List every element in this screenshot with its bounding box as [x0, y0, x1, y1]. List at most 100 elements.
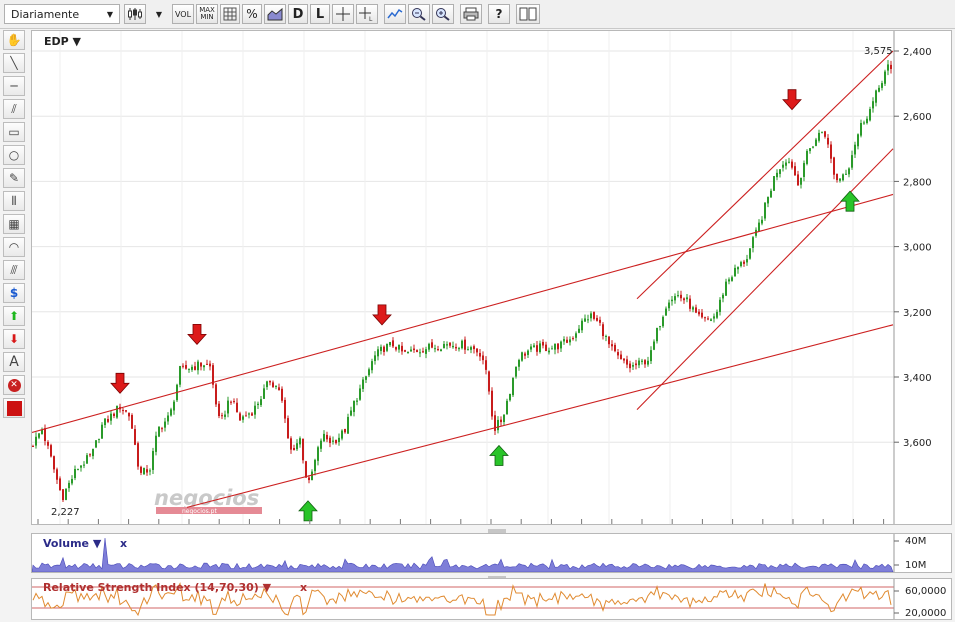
candle-body — [785, 162, 787, 166]
delete-icon[interactable]: ✕ — [3, 375, 25, 395]
trendline[interactable] — [636, 148, 894, 410]
candle-body — [386, 343, 388, 351]
parallel-lines-icon[interactable]: ⫽ — [3, 99, 25, 119]
trendline[interactable] — [186, 324, 894, 508]
toolbar: Diariamente ▼ ▼ VOL MAX MIN % D L L ? — [0, 0, 955, 29]
candle-body — [575, 333, 577, 338]
candle-body — [86, 455, 88, 464]
candle-body — [704, 317, 706, 319]
help-icon[interactable]: ? — [488, 4, 510, 24]
candle-body — [524, 353, 526, 356]
trendline[interactable] — [636, 50, 894, 300]
candle-body — [494, 415, 496, 431]
candle-body — [824, 131, 826, 137]
circle-icon[interactable]: ○ — [3, 145, 25, 165]
price-chart[interactable]: negocios negocios.pt 3,600 3,400 3,200 3,00… — [31, 31, 951, 528]
d-button[interactable]: D — [288, 4, 308, 24]
candle-body — [317, 447, 319, 461]
candles — [32, 59, 892, 502]
candle-body — [110, 413, 112, 421]
panel-splitter[interactable] — [486, 525, 508, 535]
candle-body — [359, 388, 361, 400]
candle-body — [728, 279, 730, 282]
candle-body — [473, 346, 475, 350]
fan-icon[interactable]: ⫻ — [3, 260, 25, 280]
candle-body — [65, 488, 67, 500]
area-chart-icon[interactable] — [264, 4, 286, 24]
candle-body — [116, 405, 118, 418]
chart-type-dropdown[interactable]: ▼ — [148, 4, 170, 24]
candle-body — [578, 328, 580, 333]
arc-icon[interactable]: ◠ — [3, 237, 25, 257]
candle-body — [152, 451, 154, 470]
candle-body — [881, 83, 883, 88]
horizontal-line-icon[interactable]: ─ — [3, 76, 25, 96]
candle-body — [737, 267, 739, 270]
volume-close-button[interactable]: x — [120, 537, 127, 550]
rsi-title[interactable]: Relative Strength Index (14,70,30) ▼ — [43, 581, 272, 594]
candle-body — [644, 360, 646, 365]
candle-body — [878, 87, 880, 92]
pencil-icon[interactable]: ✎ — [3, 168, 25, 188]
candle-body — [620, 354, 622, 360]
fibonacci-icon[interactable]: ⦀ — [3, 191, 25, 211]
candle-body — [233, 401, 235, 403]
candle-body — [50, 445, 52, 457]
candle-body — [584, 318, 586, 322]
symbol-label[interactable]: EDP ▼ — [44, 35, 82, 48]
candle-body — [506, 400, 508, 415]
sell-arrow-icon — [782, 89, 802, 111]
down-arrow-icon[interactable]: ⬇ — [3, 329, 25, 349]
text-tool-icon[interactable]: A — [3, 352, 25, 372]
candle-body — [347, 416, 349, 434]
candle-body — [260, 399, 262, 406]
candle-body — [791, 161, 793, 168]
zoom-in-icon[interactable] — [432, 4, 454, 24]
volume-area — [31, 537, 894, 573]
color-picker-icon[interactable] — [3, 398, 25, 418]
candle-body — [713, 316, 715, 319]
line-icon[interactable]: ╲ — [3, 53, 25, 73]
candle-body — [137, 443, 139, 467]
up-arrow-icon[interactable]: ⬆ — [3, 306, 25, 326]
x-axis-ticks — [37, 519, 885, 524]
hand-icon[interactable]: ✋ — [3, 30, 25, 50]
candle-body — [329, 437, 331, 444]
candle-body — [719, 299, 721, 312]
candle-body — [467, 349, 469, 351]
candle-body — [287, 418, 289, 439]
line-chart-icon[interactable] — [384, 4, 406, 24]
vol-button[interactable]: VOL — [172, 4, 194, 24]
candle-body — [776, 172, 778, 178]
candle-body — [746, 259, 748, 263]
candle-body — [332, 440, 334, 442]
grid-icon[interactable]: ▦ — [3, 214, 25, 234]
candle-body — [830, 144, 832, 159]
print-icon[interactable] — [460, 4, 482, 24]
candle-body — [158, 426, 160, 437]
candle-body — [404, 350, 406, 352]
candle-body — [743, 261, 745, 264]
l-button[interactable]: L — [310, 4, 330, 24]
crosshair-icon[interactable] — [332, 4, 354, 24]
candle-body — [788, 161, 790, 163]
dollar-icon[interactable]: $ — [3, 283, 25, 303]
candle-body — [149, 470, 151, 472]
candle-body — [866, 118, 868, 124]
rectangle-icon[interactable]: ▭ — [3, 122, 25, 142]
grid-toggle-icon[interactable] — [220, 4, 240, 24]
rsi-close-button[interactable]: x — [300, 581, 307, 594]
crosshair-label-icon[interactable]: L — [356, 4, 378, 24]
maxmin-button[interactable]: MAX MIN — [196, 4, 218, 24]
trendline[interactable] — [31, 193, 894, 433]
candlestick-type-icon[interactable] — [124, 4, 146, 24]
book-icon[interactable] — [516, 4, 540, 24]
volume-title[interactable]: Volume ▼ — [43, 537, 102, 550]
sell-arrow-icon — [372, 304, 392, 326]
candle-body — [821, 132, 823, 134]
candle-body — [242, 416, 244, 420]
zoom-out-icon[interactable] — [408, 4, 430, 24]
percent-button[interactable]: % — [242, 4, 262, 24]
period-select[interactable]: Diariamente ▼ — [4, 4, 120, 24]
candle-body — [455, 346, 457, 349]
